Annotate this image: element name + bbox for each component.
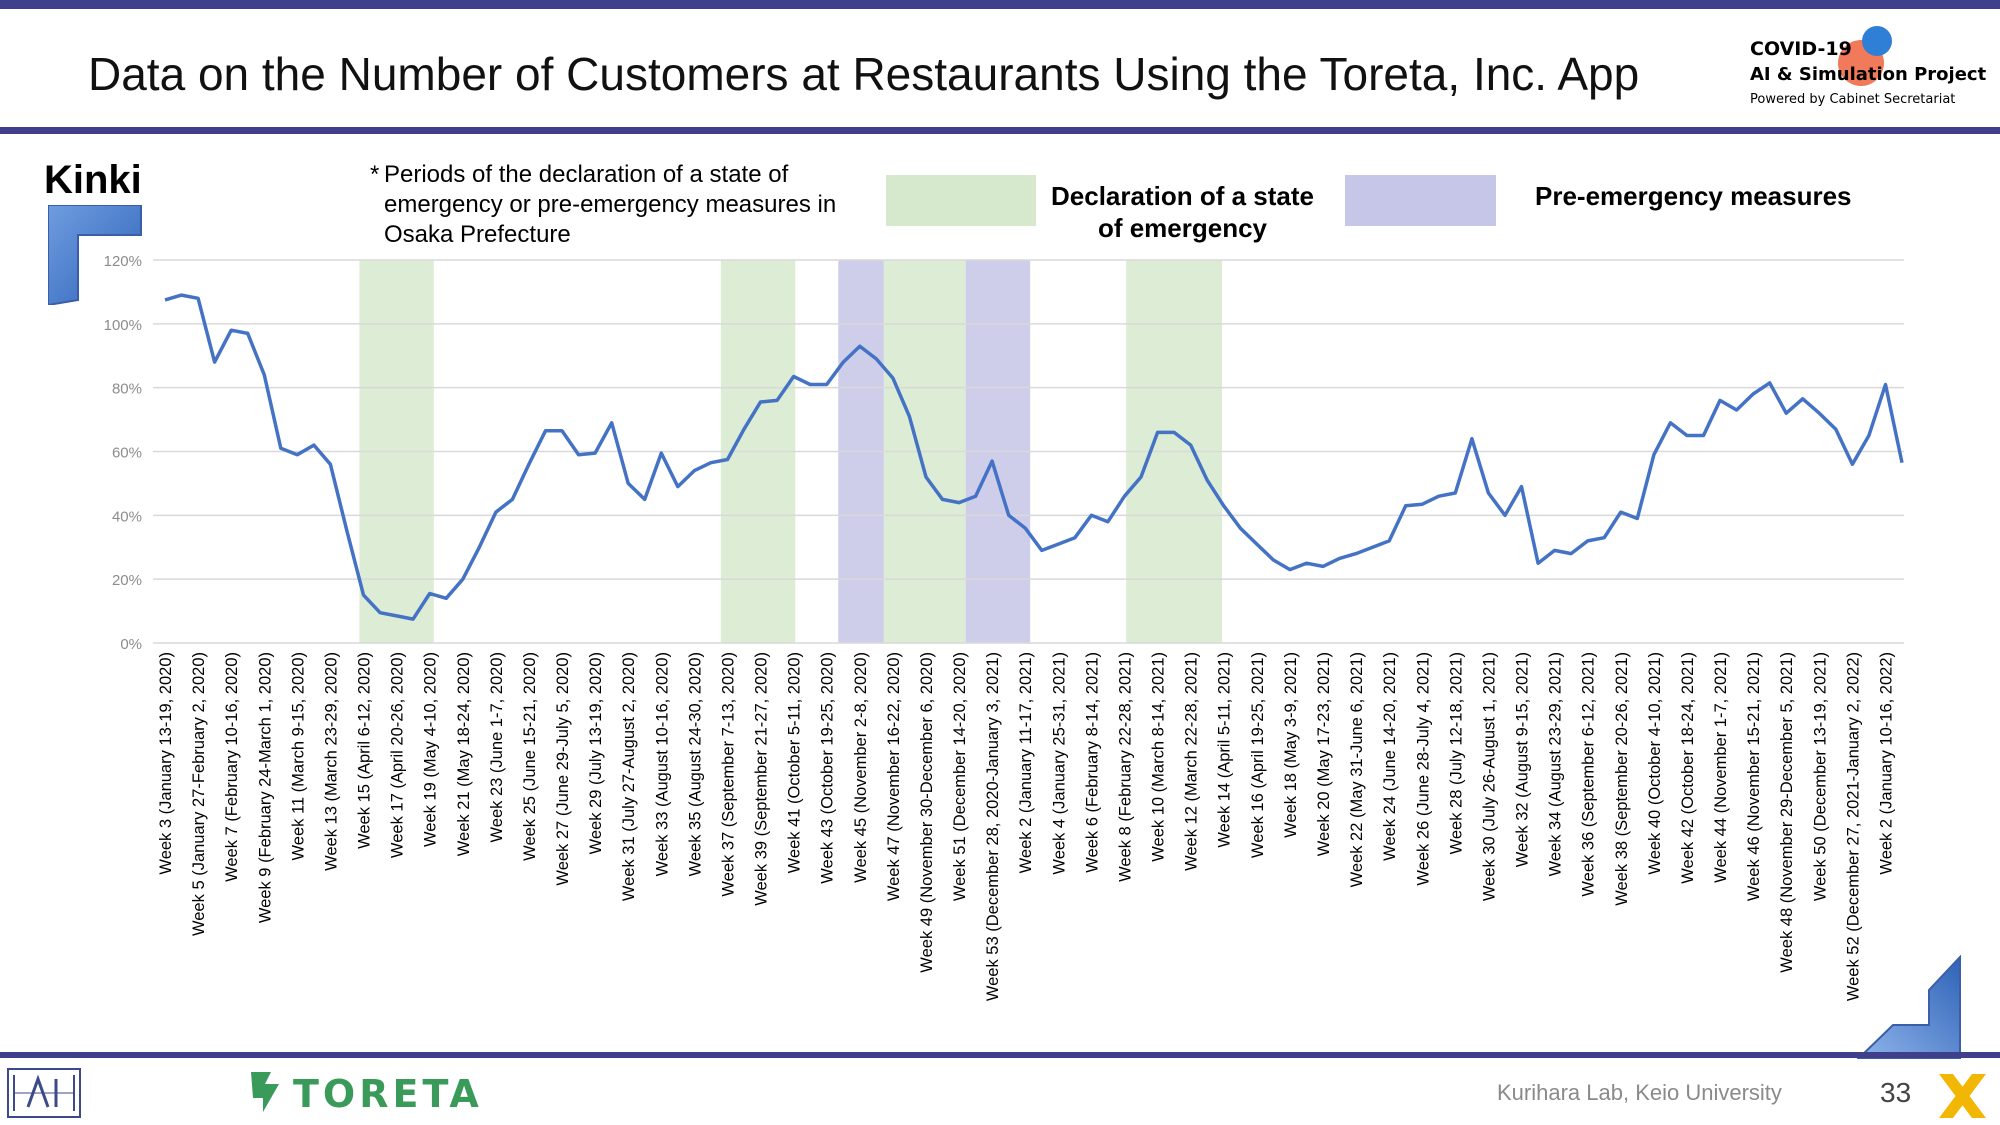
x-tick-label: Week 29 (July 13-19, 2020) <box>587 652 605 854</box>
x-tick-label: Week 20 (May 17-23, 2021) <box>1315 652 1333 856</box>
top-accent-bar <box>0 0 2000 9</box>
page-title: Data on the Number of Customers at Resta… <box>88 48 1640 100</box>
x-tick-label: Week 12 (March 22-28, 2021) <box>1183 652 1201 871</box>
x-tick-label: Week 8 (February 22-28, 2021) <box>1116 652 1134 882</box>
logo-line2: AI & Simulation Project <box>1750 64 1987 85</box>
corner-decoration-top-left <box>48 205 142 305</box>
series-line-group <box>164 293 1904 621</box>
x-tick-label: Week 49 (November 30-December 6, 2020) <box>918 652 936 973</box>
x-tick-label: Week 28 (July 12-18, 2021) <box>1447 652 1465 854</box>
x-tick-label: Week 32 (August 9-15, 2021) <box>1514 652 1532 867</box>
x-tick-label: Week 46 (November 15-21, 2021) <box>1745 652 1763 901</box>
note-asterisk: * <box>370 161 380 188</box>
toreta-wordmark: TORETA <box>293 1072 483 1116</box>
x-tick-label: Week 53 (December 28, 2020-January 3, 20… <box>984 652 1002 1001</box>
corner-decoration-bottom-right <box>1856 955 1961 1059</box>
x-tick-label: Week 13 (March 23-29, 2020) <box>322 652 340 871</box>
x-tick-label: Week 14 (April 5-11, 2021) <box>1216 652 1234 848</box>
x-tick-label: Week 9 (February 24-March 1, 2020) <box>256 652 274 923</box>
legend-swatch-emergency <box>886 175 1036 226</box>
x-tick-label: Week 5 (January 27-February 2, 2020) <box>190 652 208 936</box>
footer-divider-bar <box>0 1052 2000 1058</box>
x-tick-label: Week 3 (January 13-19, 2020) <box>157 652 175 875</box>
x-tick-label: Week 15 (April 6-12, 2020) <box>356 652 374 849</box>
logo-line3: Powered by Cabinet Secretariat <box>1750 92 1956 107</box>
header-divider-bar <box>0 127 2000 134</box>
y-tick-label: 120% <box>104 253 142 270</box>
toreta-mark-icon <box>251 1072 279 1112</box>
x-logo-icon <box>1939 1074 1986 1118</box>
footer-lab-name: Kurihara Lab, Keio University <box>1497 1080 1782 1105</box>
region-label: Kinki <box>44 158 142 202</box>
x-tick-label: Week 33 (August 10-16, 2020) <box>653 652 671 876</box>
legend-label-pre-emergency: Pre-emergency measures <box>1535 181 1852 211</box>
x-tick-label: Week 41 (October 5-11, 2020) <box>786 652 804 873</box>
x-tick-label: Week 35 (August 24-30, 2020) <box>686 652 704 876</box>
x-tick-label: Week 47 (November 16-22, 2020) <box>885 652 903 901</box>
x-tick-label: Week 24 (June 14-20, 2021) <box>1381 652 1399 861</box>
x-tick-label: Week 22 (May 31-June 6, 2021) <box>1348 652 1366 887</box>
legend-label-emergency: Declaration of a state of emergency <box>1051 181 1314 243</box>
x-tick-label: Week 39 (September 21-27, 2020) <box>753 652 771 906</box>
legend-swatch-pre-emergency <box>1345 175 1496 226</box>
x-tick-label: Week 45 (November 2-8, 2020) <box>852 652 870 883</box>
x-tick-label: Week 7 (February 10-16, 2020) <box>223 652 241 882</box>
logo-line1: COVID-19 <box>1750 38 1852 60</box>
x-tick-label: Week 23 (June 1-7, 2020) <box>488 652 506 842</box>
x-tick-label: Week 40 (October 4-10, 2021) <box>1646 652 1664 875</box>
covid19-project-logo: COVID-19 AI & Simulation Project Powered… <box>1740 22 1990 122</box>
x-tick-label: Week 38 (September 20-26, 2021) <box>1613 652 1631 906</box>
x-tick-label: Week 18 (May 3-9, 2021) <box>1282 652 1300 838</box>
page-number: 33 <box>1880 1077 1912 1108</box>
header: Data on the Number of Customers at Resta… <box>0 9 2000 127</box>
series-line <box>164 293 1904 621</box>
x-tick-label: Week 50 (December 13-19, 2021) <box>1811 652 1829 901</box>
keio-lab-logo <box>7 1068 81 1118</box>
x-tick-label: Week 52 (December 27, 2021-January 2, 20… <box>1844 652 1862 1001</box>
x-tick-label: Week 6 (February 8-14, 2021) <box>1083 652 1101 873</box>
x-tick-label: Week 43 (October 19-25, 2020) <box>819 652 837 884</box>
x-tick-label: Week 48 (November 29-December 5, 2021) <box>1778 652 1796 973</box>
x-tick-label: Week 42 (October 18-24, 2021) <box>1679 652 1697 884</box>
x-tick-label: Week 2 (January 10-16, 2022) <box>1877 652 1895 875</box>
toreta-logo: TORETA <box>245 1068 479 1116</box>
x-tick-label: Week 31 (July 27-August 2, 2020) <box>620 652 638 901</box>
note-text: Periods of the declaration of a state of… <box>384 161 837 248</box>
x-tick-label: Week 16 (April 19-25, 2021) <box>1249 652 1267 858</box>
y-tick-labels: 0% 20% 40% 60% 80% 100% 120% <box>104 253 142 653</box>
gridlines <box>153 259 1904 644</box>
x-tick-label: Week 19 (May 4-10, 2020) <box>422 652 440 847</box>
y-tick-label: 60% <box>112 445 142 462</box>
y-tick-label: 100% <box>104 317 142 334</box>
logo-blue-circle <box>1862 26 1892 56</box>
x-tick-label: Week 37 (September 7-13, 2020) <box>719 652 737 897</box>
x-tick-label: Week 4 (January 25-31, 2021) <box>1050 652 1068 875</box>
x-tick-label: Week 25 (June 15-21, 2020) <box>521 652 539 861</box>
customers-line-chart: 0% 20% 40% 60% 80% 100% 120% Week 3 (January 1… <box>104 253 1904 1001</box>
y-tick-label: 0% <box>120 636 142 653</box>
x-tick-label: Week 34 (August 23-29, 2021) <box>1547 652 1565 876</box>
x-tick-label: Week 44 (November 1-7, 2021) <box>1712 652 1730 883</box>
x-tick-label: Week 10 (March 8-14, 2021) <box>1150 652 1168 862</box>
x-tick-label: Week 30 (July 26-August 1, 2021) <box>1480 652 1498 901</box>
y-tick-label: 40% <box>112 508 142 525</box>
x-tick-label: Week 11 (March 9-15, 2020) <box>289 652 307 861</box>
x-tick-label: Week 26 (June 28-July 4, 2021) <box>1414 652 1432 886</box>
y-tick-label: 80% <box>112 381 142 398</box>
x-tick-label: Week 21 (May 18-24, 2020) <box>455 652 473 856</box>
x-tick-label: Week 2 (January 11-17, 2021) <box>1017 652 1035 873</box>
x-tick-label: Week 27 (June 29-July 5, 2020) <box>554 652 572 886</box>
x-tick-label: Week 36 (September 6-12, 2021) <box>1580 652 1598 897</box>
x-tick-labels: Week 3 (January 13-19, 2020) Week 5 (Janu… <box>157 652 1895 1001</box>
x-tick-label: Week 51 (December 14-20, 2020) <box>951 652 969 901</box>
y-tick-label: 20% <box>112 572 142 589</box>
x-tick-label: Week 17 (April 20-26, 2020) <box>389 652 407 858</box>
